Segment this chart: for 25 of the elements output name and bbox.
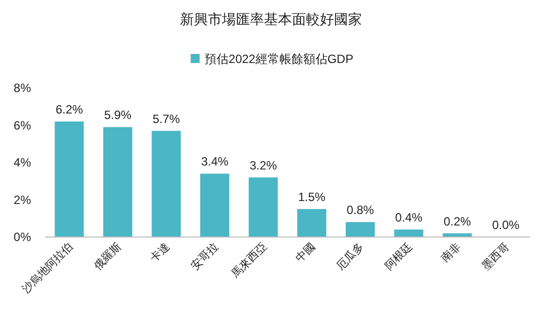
text: 1.5% bbox=[298, 190, 326, 204]
y-tick-label: 4% bbox=[14, 156, 32, 170]
x-tick-label: 厄瓜多 bbox=[334, 240, 366, 272]
x-tick-label: 卡達 bbox=[148, 240, 172, 265]
text: 3.2% bbox=[250, 158, 277, 172]
x-tick-label: 馬來西亞 bbox=[228, 240, 270, 281]
text: 0.8% bbox=[346, 203, 374, 218]
legend-label: 預估2022經常帳餘額佔GDP bbox=[204, 52, 354, 66]
x-tick-label: 中國 bbox=[293, 240, 318, 265]
y-tick-label: 6% bbox=[14, 118, 32, 132]
x-tick-label: 墨西哥 bbox=[480, 240, 512, 272]
text: 6.2% bbox=[56, 102, 83, 117]
text: 5.9% bbox=[104, 108, 132, 122]
title: 新興市場匯率基本面較好國家 bbox=[180, 11, 362, 27]
text: 0.4% bbox=[395, 210, 422, 225]
x-tick-label: 阿根廷 bbox=[383, 240, 415, 272]
text: 3.4% bbox=[201, 154, 228, 169]
x-tick-label: 俄羅斯 bbox=[91, 240, 124, 272]
text: 0.2% bbox=[444, 214, 471, 228]
y-tick-label: 8% bbox=[14, 81, 32, 95]
x-tick-label: 安哥拉 bbox=[188, 240, 221, 272]
text: 5.7% bbox=[152, 112, 180, 126]
y-tick-label: 2% bbox=[14, 192, 32, 207]
x-tick-label: 南非 bbox=[438, 240, 464, 265]
text: 0.0% bbox=[492, 218, 520, 232]
